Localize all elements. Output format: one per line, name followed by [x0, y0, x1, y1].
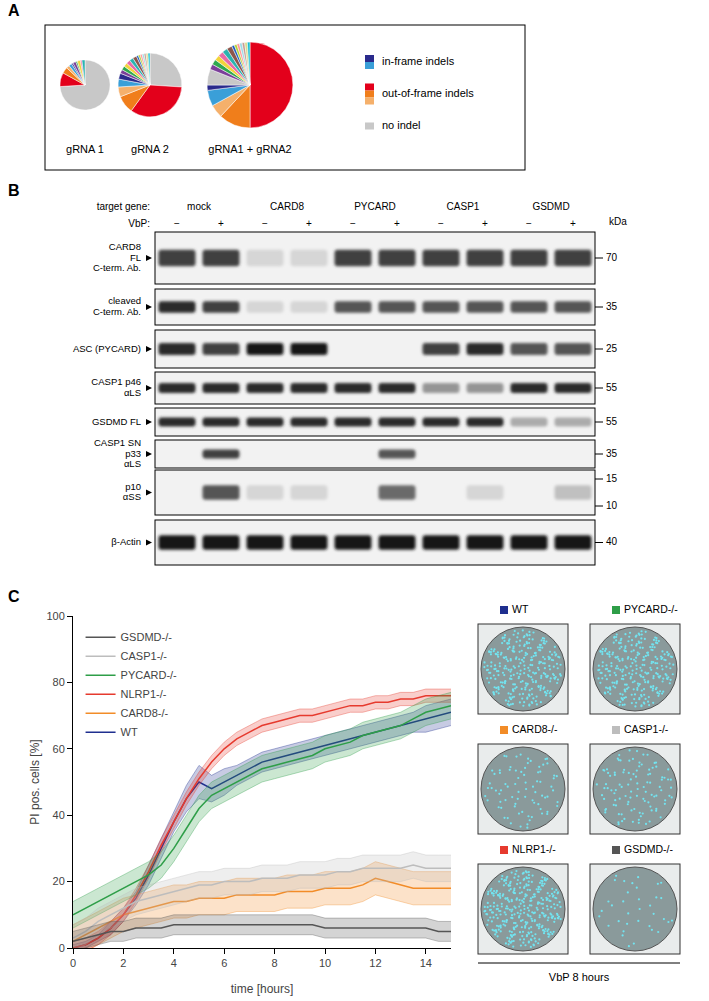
- svg-text:WT: WT: [512, 603, 529, 615]
- svg-text:−: −: [350, 218, 356, 229]
- svg-text:p33: p33: [125, 448, 141, 459]
- svg-text:gRNA 1: gRNA 1: [66, 143, 104, 155]
- svg-text:αSS: αSS: [123, 491, 141, 502]
- svg-text:CASP1: CASP1: [447, 201, 480, 212]
- svg-text:8: 8: [272, 957, 278, 969]
- svg-text:target gene:: target gene:: [97, 201, 150, 212]
- svg-text:40: 40: [606, 536, 618, 547]
- svg-text:CASP1 p46: CASP1 p46: [91, 376, 141, 387]
- svg-text:β-Actin: β-Actin: [111, 536, 141, 547]
- svg-text:40: 40: [53, 809, 65, 821]
- svg-text:15: 15: [606, 473, 618, 484]
- svg-text:100: 100: [46, 610, 64, 622]
- svg-text:GSDMD-/-: GSDMD-/-: [624, 843, 673, 855]
- svg-text:60: 60: [53, 743, 65, 755]
- svg-text:ASC (PYCARD): ASC (PYCARD): [73, 343, 141, 354]
- svg-text:−: −: [438, 218, 444, 229]
- svg-text:A: A: [8, 2, 20, 19]
- svg-text:2: 2: [120, 957, 126, 969]
- svg-text:+: +: [306, 218, 312, 229]
- svg-text:out-of-frame indels: out-of-frame indels: [382, 87, 474, 99]
- svg-text:PYCARD: PYCARD: [354, 201, 396, 212]
- svg-text:70: 70: [606, 252, 618, 263]
- svg-text:GSDMD: GSDMD: [532, 201, 569, 212]
- svg-text:−: −: [526, 218, 532, 229]
- svg-text:mock: mock: [187, 201, 212, 212]
- svg-text:VbP 8 hours: VbP 8 hours: [549, 971, 610, 983]
- svg-text:WT: WT: [121, 726, 138, 738]
- svg-text:35: 35: [606, 301, 618, 312]
- svg-text:VbP:: VbP:: [128, 218, 150, 229]
- svg-text:in-frame indels: in-frame indels: [382, 55, 455, 67]
- svg-text:cleaved: cleaved: [108, 295, 141, 306]
- svg-text:PYCARD-/-: PYCARD-/-: [624, 603, 678, 615]
- svg-text:CASP1-/-: CASP1-/-: [121, 650, 168, 662]
- svg-text:GSDMD FL: GSDMD FL: [92, 416, 141, 427]
- svg-text:CASP1-/-: CASP1-/-: [624, 723, 669, 735]
- svg-text:CARD8-/-: CARD8-/-: [512, 723, 558, 735]
- svg-text:αLS: αLS: [124, 458, 141, 469]
- svg-text:CARD8-/-: CARD8-/-: [121, 707, 169, 719]
- svg-text:4: 4: [171, 957, 177, 969]
- svg-text:PYCARD-/-: PYCARD-/-: [121, 669, 178, 681]
- svg-text:20: 20: [53, 875, 65, 887]
- svg-text:kDa: kDa: [609, 216, 627, 227]
- svg-text:no indel: no indel: [382, 119, 421, 131]
- svg-text:C-term. Ab.: C-term. Ab.: [93, 262, 141, 273]
- svg-text:+: +: [394, 218, 400, 229]
- svg-text:NLRP1-/-: NLRP1-/-: [512, 843, 556, 855]
- svg-text:FL: FL: [130, 252, 141, 263]
- svg-text:80: 80: [53, 676, 65, 688]
- svg-text:time [hours]: time [hours]: [231, 982, 294, 996]
- svg-text:C-term. Ab.: C-term. Ab.: [93, 306, 141, 317]
- svg-text:B: B: [8, 182, 20, 199]
- svg-text:0: 0: [59, 942, 65, 954]
- svg-text:−: −: [174, 218, 180, 229]
- svg-text:6: 6: [221, 957, 227, 969]
- svg-text:25: 25: [606, 343, 618, 354]
- svg-text:αLS: αLS: [124, 387, 141, 398]
- svg-text:12: 12: [369, 957, 381, 969]
- svg-text:gRNA1 + gRNA2: gRNA1 + gRNA2: [208, 143, 291, 155]
- svg-text:C: C: [8, 588, 20, 605]
- svg-text:35: 35: [606, 448, 618, 459]
- svg-text:CARD8: CARD8: [109, 241, 141, 252]
- svg-text:55: 55: [606, 382, 618, 393]
- svg-text:14: 14: [420, 957, 432, 969]
- svg-text:+: +: [482, 218, 488, 229]
- svg-text:+: +: [570, 218, 576, 229]
- svg-text:10: 10: [319, 957, 331, 969]
- svg-text:NLRP1-/-: NLRP1-/-: [121, 688, 167, 700]
- svg-text:−: −: [262, 218, 268, 229]
- svg-text:CARD8: CARD8: [270, 201, 304, 212]
- svg-text:PI pos. cells [%]: PI pos. cells [%]: [28, 739, 42, 824]
- svg-text:0: 0: [70, 957, 76, 969]
- svg-text:55: 55: [606, 416, 618, 427]
- svg-text:GSDMD-/-: GSDMD-/-: [121, 631, 173, 643]
- svg-text:CASP1 SN: CASP1 SN: [94, 437, 141, 448]
- svg-text:p10: p10: [125, 481, 141, 492]
- svg-text:gRNA 2: gRNA 2: [131, 143, 169, 155]
- svg-text:+: +: [218, 218, 224, 229]
- svg-text:10: 10: [606, 500, 618, 511]
